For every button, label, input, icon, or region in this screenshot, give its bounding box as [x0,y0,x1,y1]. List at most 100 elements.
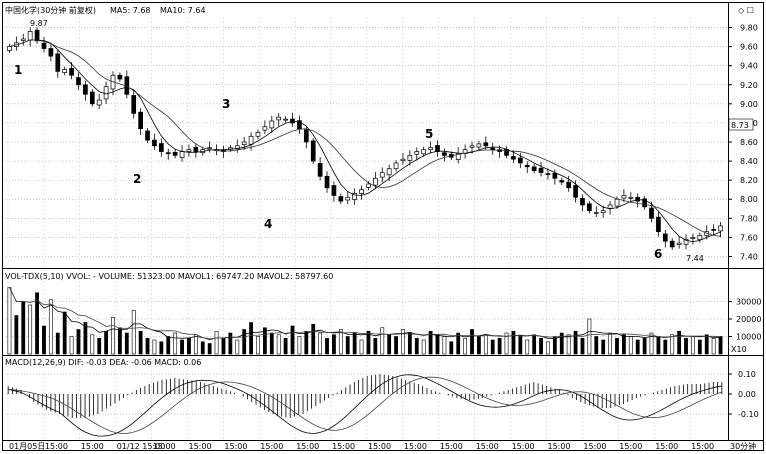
candle-body [297,120,302,129]
volume-bar [180,339,184,355]
volume-bar [718,336,723,355]
volume-bar [380,327,385,355]
candle-body [96,99,102,106]
marker-3: 3 [222,97,230,111]
price-tick-label: 9.80 [740,24,758,33]
macd-histogram [7,374,723,418]
candle-body [697,235,703,241]
volume-bar [338,329,343,355]
volume-bar [124,332,129,355]
price-tick-label: 7.40 [740,252,758,261]
candle-body [373,177,378,186]
volume-bar [401,329,405,355]
time-tick-label: 15:00 [368,442,391,451]
macd-tick-label: 0.10 [738,370,756,379]
volume-bar [42,325,46,355]
volume-bar [587,318,592,355]
candle-body [145,130,150,141]
volume-bar [28,304,33,355]
high-price-label: 9.87 [30,19,48,28]
candle-body [711,229,716,231]
volume-bar [642,337,647,355]
volume-bar [325,337,329,355]
volume-bar [677,330,682,355]
candle-body [587,203,592,212]
candle-body [83,84,88,95]
candle-body [303,129,309,143]
time-tick-label: 15:00 [296,442,319,451]
volume-bar [573,330,578,355]
candle-body [676,242,682,245]
candle-body [690,237,696,239]
candle-body [193,146,199,152]
candle-body [62,69,68,73]
candle-body [538,167,544,173]
volume-bar [552,336,557,355]
price-tick-label: 8.60 [740,138,758,147]
time-tick-label: 15:00 [45,442,68,451]
volume-bar [207,343,212,355]
candle-body [76,77,81,86]
candle-body [255,132,261,137]
volume-tick-label: 10000 [736,333,761,342]
macd-axis: 0.10 0.00 -0.10 [728,370,759,419]
volume-bar [345,336,350,355]
volume-bar [228,332,233,355]
volume-bar [504,332,509,355]
time-tick-label: 15:00 [655,442,678,451]
volume-bar [566,334,571,355]
volume-bar [621,334,626,355]
candle-body [69,68,74,76]
volume-bar [594,336,599,355]
volume-bar [62,311,67,355]
mavol1-line [9,287,721,341]
candle-body [517,157,523,164]
candle-body [414,151,420,155]
macd-tick-label: 0.00 [738,390,756,399]
volume-bar [483,334,488,355]
volume-bar [159,341,164,355]
volume-bar [221,337,226,355]
price-tick-label: 8.40 [740,157,758,166]
candle-body [103,86,109,100]
volume-bar [187,337,191,355]
volume-bar [656,336,661,355]
volume-bar [104,330,109,355]
candle-body [511,156,516,160]
volume-bar [283,337,288,355]
time-tick-label: 01月05日 [9,442,45,451]
window-control-icon[interactable]: ◇ ☐ [738,6,754,15]
price-tick-label: 7.80 [740,214,758,223]
low-price-label: 7.44 [686,254,704,263]
time-tick-label: 15:00 [224,442,247,451]
volume-bar [559,332,564,355]
candle-body [48,48,54,57]
volume-unit: X10 [731,345,747,354]
candle-body [7,46,12,51]
candle-body [442,152,447,156]
candle-body [559,180,565,183]
candle-body [310,140,316,162]
volume-tick-label: 30000 [736,298,761,307]
volume-tick-label: 20000 [736,315,761,324]
candle-body [421,149,427,155]
volume-bar [311,323,316,355]
volume-bar [449,341,454,355]
volume-bar [76,329,81,355]
candle-body [20,38,26,41]
candle-body [718,225,723,232]
candle-body [407,155,413,161]
volume-bars [7,287,723,355]
volume-bar [608,332,612,355]
volume-bar [90,334,95,355]
moving-average-lines [9,39,721,243]
price-tick-label: 7.60 [740,233,758,242]
volume-bar [48,299,53,355]
candle-body [580,198,585,206]
volume-bar [352,332,357,355]
candle-body [621,195,627,199]
time-tick-label: 15:00 [153,442,176,451]
candle-body [607,204,613,209]
volume-bar [173,332,178,355]
candle-body [683,238,689,245]
